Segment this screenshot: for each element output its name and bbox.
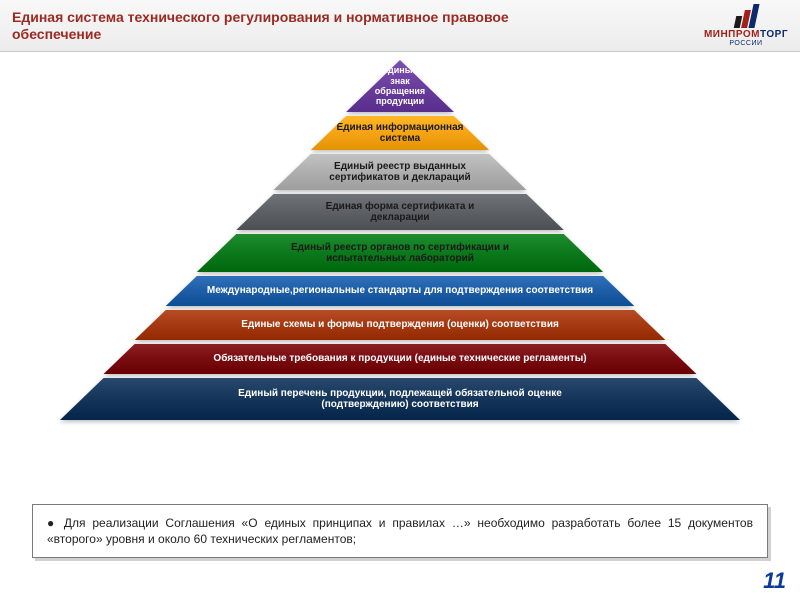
header-bar: Единая система технического регулировани…: [0, 0, 800, 52]
page-title: Единая система технического регулировани…: [12, 9, 572, 43]
bullet-icon: ●: [47, 515, 57, 531]
pyramid-layer: Единый знак обращения продукции: [346, 60, 454, 112]
pyramid-layer: Единый реестр органов по сертификации и …: [197, 234, 603, 272]
pyramid-layer: Единая информационная система: [311, 116, 489, 150]
pyramid-layer-inner: Единая форма сертификата и декларации: [236, 194, 564, 230]
pyramid-layer-inner: Единые схемы и формы подтверждения (оцен…: [135, 310, 666, 340]
logo-text: МИНПРОМТОРГ: [704, 29, 788, 40]
pyramid-container: Единый знак обращения продукции Единая ин…: [0, 60, 800, 480]
logo-bar: [748, 4, 759, 28]
pyramid-layer: Единый реестр выданных сертификатов и де…: [274, 154, 527, 190]
footer-text: Для реализации Соглашения «О единых прин…: [47, 516, 753, 546]
pyramid-layer-label: Единый реестр органов по сертификации и …: [291, 242, 509, 265]
pyramid-layer-inner: Единый перечень продукции, подлежащей об…: [60, 378, 740, 420]
footer-note: ● Для реализации Соглашения «О единых пр…: [32, 504, 768, 558]
pyramid-layer-inner: Единый знак обращения продукции: [346, 60, 454, 112]
pyramid-layer-label: Единые схемы и формы подтверждения (оцен…: [241, 319, 559, 331]
pyramid-layer-label: Международные,региональные стандарты для…: [207, 285, 593, 297]
pyramid-layer-label: Единый перечень продукции, подлежащей об…: [238, 388, 562, 411]
pyramid-layer: Единый перечень продукции, подлежащей об…: [60, 378, 740, 420]
pyramid-layer-label: Единая форма сертификата и декларации: [326, 201, 475, 224]
pyramid-layer-inner: Единый реестр выданных сертификатов и де…: [274, 154, 527, 190]
pyramid-layer-label: Единый знак обращения продукции: [375, 65, 425, 106]
logo-bars: [735, 4, 757, 28]
pyramid-layer-inner: Единая информационная система: [311, 116, 489, 150]
pyramid-layer: Обязательные требования к продукции (еди…: [104, 344, 697, 374]
page-number: 11: [763, 568, 786, 594]
logo-subtext: РОССИИ: [729, 40, 762, 47]
pyramid-layer-inner: Международные,региональные стандарты для…: [166, 276, 635, 306]
pyramid-layer-inner: Обязательные требования к продукции (еди…: [104, 344, 697, 374]
pyramid: Единый знак обращения продукции Единая ин…: [60, 60, 740, 420]
pyramid-layer-inner: Единый реестр органов по сертификации и …: [197, 234, 603, 272]
pyramid-layer: Единые схемы и формы подтверждения (оцен…: [135, 310, 666, 340]
logo-text-left: МИНПРОМ: [704, 29, 760, 40]
pyramid-layer-label: Обязательные требования к продукции (еди…: [213, 353, 586, 365]
pyramid-layer-label: Единый реестр выданных сертификатов и де…: [329, 161, 470, 184]
logo: МИНПРОМТОРГ РОССИИ: [704, 4, 788, 47]
logo-text-right: ТОРГ: [760, 29, 788, 40]
pyramid-layer: Международные,региональные стандарты для…: [166, 276, 635, 306]
pyramid-layer-label: Единая информационная система: [337, 122, 464, 145]
pyramid-layer: Единая форма сертификата и декларации: [236, 194, 564, 230]
